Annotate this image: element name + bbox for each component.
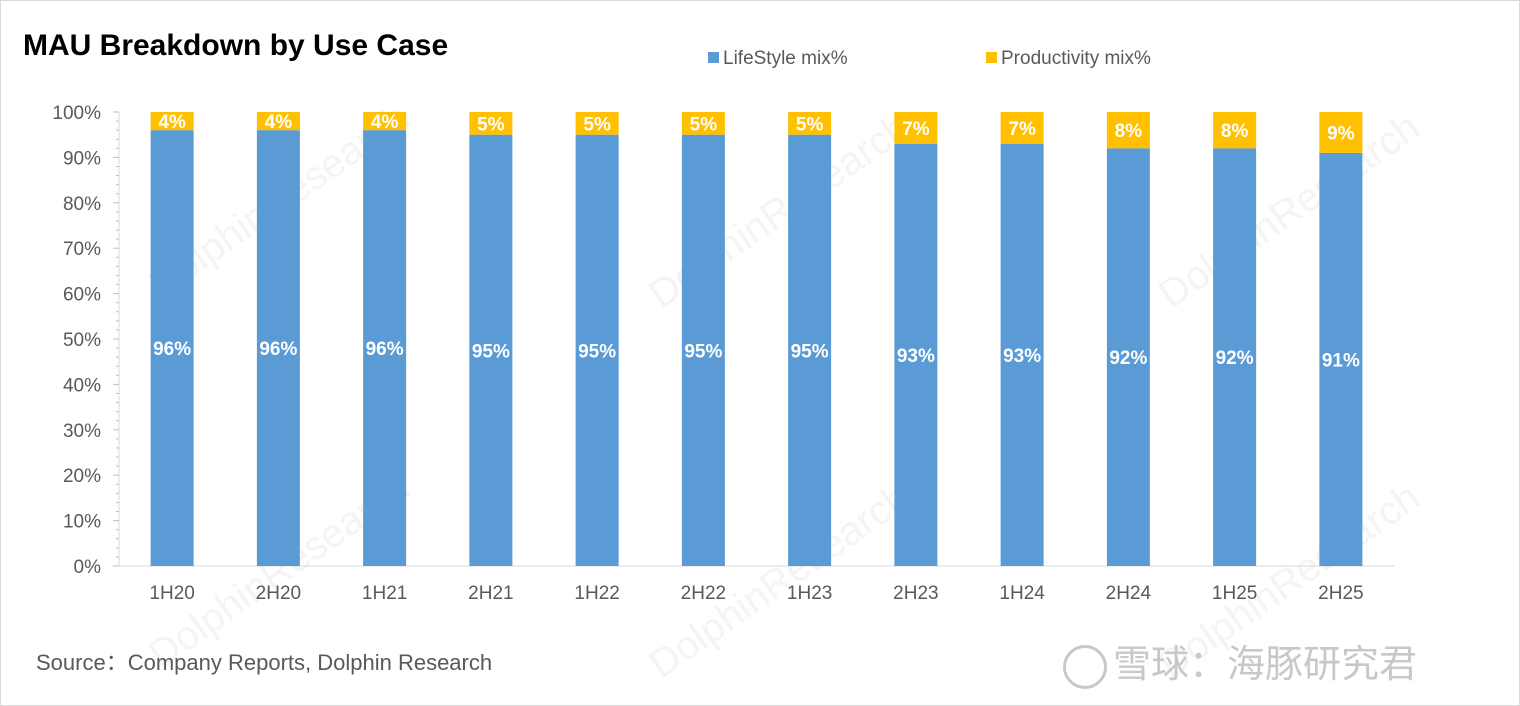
chart-title: MAU Breakdown by Use Case [23, 29, 449, 62]
bar-lifestyle [1319, 152, 1363, 567]
data-label-lifestyle: 96% [366, 339, 404, 360]
x-tick-label: 2H24 [1106, 583, 1152, 604]
bar-lifestyle [1213, 148, 1257, 566]
data-label-productivity: 4% [158, 112, 186, 133]
y-tick-label: 20% [63, 466, 101, 487]
y-tick-label: 50% [63, 330, 101, 351]
x-tick-label: 2H21 [468, 583, 513, 604]
snowball-logo-icon [1063, 644, 1107, 689]
y-tick-label: 70% [63, 239, 101, 260]
x-tick-label: 1H20 [149, 583, 194, 604]
data-label-productivity: 8% [1221, 121, 1249, 142]
data-label-productivity: 7% [1008, 119, 1036, 140]
x-tick-label: 2H25 [1318, 583, 1363, 604]
data-label-productivity: 4% [371, 112, 399, 133]
bar-productivity [1000, 112, 1044, 144]
data-label-lifestyle: 95% [791, 341, 829, 362]
data-label-lifestyle: 95% [684, 341, 722, 362]
y-tick-label: 30% [63, 421, 101, 442]
data-label-lifestyle: 95% [578, 341, 616, 362]
data-label-lifestyle: 92% [1216, 348, 1254, 369]
x-tick-label: 2H23 [893, 583, 938, 604]
data-label-productivity: 5% [690, 114, 718, 135]
legend-swatch-lifestyle [708, 52, 719, 63]
bar-lifestyle [1000, 143, 1044, 566]
y-tick-label: 10% [63, 512, 101, 533]
data-label-lifestyle: 93% [1003, 346, 1041, 367]
data-label-productivity: 5% [583, 114, 611, 135]
x-tick-label: 1H24 [999, 583, 1045, 604]
y-tick-label: 100% [52, 103, 101, 124]
x-tick-label: 1H22 [574, 583, 619, 604]
data-label-productivity: 9% [1327, 123, 1355, 144]
bar-lifestyle [681, 134, 725, 566]
source-note: Source：Company Reports, Dolphin Research [36, 650, 493, 675]
data-label-productivity: 5% [477, 114, 505, 135]
bar-productivity [788, 112, 832, 135]
brand-watermark: 雪球：海豚研究君 [1063, 633, 1417, 689]
data-label-productivity: 5% [796, 114, 824, 135]
data-label-productivity: 7% [902, 119, 930, 140]
bar-lifestyle [469, 134, 513, 566]
bar-productivity [469, 112, 513, 135]
y-tick-label: 0% [74, 557, 102, 578]
y-tick-label: 80% [63, 194, 101, 215]
legend-label-lifestyle: LifeStyle mix% [723, 48, 848, 69]
y-tick-label: 60% [63, 285, 101, 306]
data-label-lifestyle: 95% [472, 341, 510, 362]
bar-lifestyle [256, 130, 300, 566]
bar-lifestyle [575, 134, 619, 566]
bar-productivity [575, 112, 619, 135]
y-tick-label: 90% [63, 148, 101, 169]
x-tick-label: 2H22 [681, 583, 726, 604]
bar-lifestyle [894, 143, 938, 566]
bar-productivity [1213, 112, 1257, 149]
bar-lifestyle [1106, 148, 1150, 566]
data-label-lifestyle: 93% [897, 346, 935, 367]
bar-lifestyle [363, 130, 407, 566]
data-label-lifestyle: 96% [259, 339, 297, 360]
x-tick-label: 2H20 [256, 583, 301, 604]
bar-productivity [150, 112, 194, 131]
bar-productivity [1106, 112, 1150, 149]
bar-lifestyle [150, 130, 194, 566]
data-label-lifestyle: 96% [153, 339, 191, 360]
y-tick-label: 40% [63, 375, 101, 396]
x-tick-label: 1H25 [1212, 583, 1257, 604]
bar-productivity [363, 112, 407, 131]
data-label-lifestyle: 92% [1109, 348, 1147, 369]
legend-label-productivity: Productivity mix% [1001, 48, 1151, 69]
data-label-lifestyle: 91% [1322, 350, 1360, 371]
x-tick-label: 1H21 [362, 583, 407, 604]
bar-lifestyle [788, 134, 832, 566]
data-label-productivity: 8% [1115, 121, 1143, 142]
legend-swatch-productivity [986, 52, 997, 63]
bar-productivity [256, 112, 300, 131]
brand-text: 雪球：海豚研究君 [1113, 642, 1418, 686]
bar-productivity [894, 112, 938, 144]
data-label-productivity: 4% [265, 112, 293, 133]
bar-productivity [1319, 112, 1363, 153]
x-tick-label: 1H23 [787, 583, 832, 604]
bar-productivity [681, 112, 725, 135]
